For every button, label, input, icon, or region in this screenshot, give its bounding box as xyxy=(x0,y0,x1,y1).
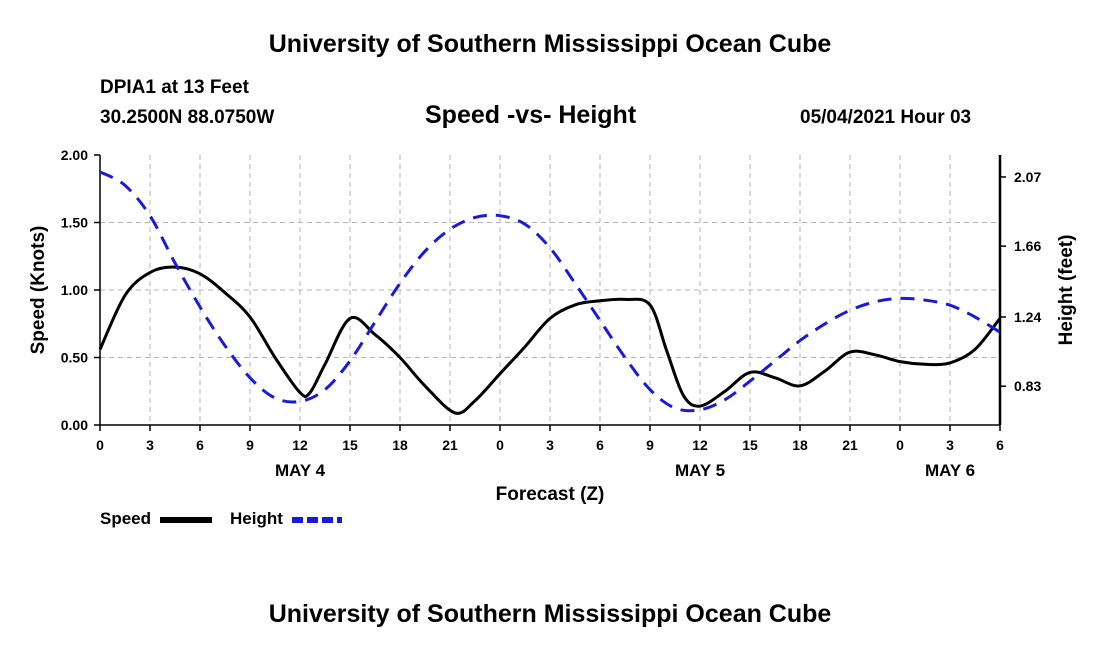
footer-title: University of Southern Mississippi Ocean… xyxy=(268,600,832,628)
y-tick-label: 0.00 xyxy=(61,417,88,433)
datetime-label: 05/04/2021 Hour 03 xyxy=(800,107,972,128)
height-series-line xyxy=(99,170,1001,413)
y2-tick-label: 0.83 xyxy=(1014,378,1041,394)
x-tick-label: 0 xyxy=(96,437,104,453)
speed-series-line xyxy=(98,265,1002,415)
station-label: DPIA1 at 13 Feet xyxy=(100,77,249,98)
x-tick-label: 18 xyxy=(792,437,808,453)
legend-speed-label: Speed xyxy=(100,509,152,528)
y-tick-label: 0.50 xyxy=(61,350,88,366)
day-label: MAY 5 xyxy=(675,461,725,480)
x-axis-title: Forecast (Z) xyxy=(496,484,605,505)
day-label: MAY 4 xyxy=(275,461,326,480)
y-axis-title: Speed (Knots) xyxy=(28,226,49,355)
y2-tick-label: 2.07 xyxy=(1014,169,1041,185)
x-tick-label: 0 xyxy=(896,437,904,453)
x-tick-label: 3 xyxy=(546,437,554,453)
x-tick-label: 12 xyxy=(292,437,308,453)
y-tick-label: 1.00 xyxy=(61,282,88,298)
x-tick-label: 21 xyxy=(442,437,458,453)
x-tick-label: 6 xyxy=(996,437,1004,453)
day-label: MAY 6 xyxy=(925,461,975,480)
coordinates-label: 30.2500N 88.0750W xyxy=(100,107,275,128)
y2-tick-label: 1.66 xyxy=(1014,238,1041,254)
y2-tick-label: 1.24 xyxy=(1014,309,1041,325)
legend-height-label: Height xyxy=(230,509,283,528)
y-tick-label: 2.00 xyxy=(61,147,88,163)
x-tick-label: 15 xyxy=(742,437,758,453)
chart-title: Speed -vs- Height xyxy=(425,101,637,129)
x-tick-label: 21 xyxy=(842,437,858,453)
x-tick-label: 6 xyxy=(196,437,204,453)
x-tick-label: 9 xyxy=(246,437,254,453)
x-tick-label: 18 xyxy=(392,437,408,453)
x-tick-label: 15 xyxy=(342,437,358,453)
x-tick-label: 9 xyxy=(646,437,654,453)
y2-axis-title: Height (feet) xyxy=(1056,235,1077,346)
y-tick-label: 1.50 xyxy=(61,215,88,231)
x-tick-label: 0 xyxy=(496,437,504,453)
x-tick-label: 3 xyxy=(946,437,954,453)
page-title: University of Southern Mississippi Ocean… xyxy=(268,30,832,58)
x-tick-label: 6 xyxy=(596,437,604,453)
x-tick-label: 3 xyxy=(146,437,154,453)
x-tick-label: 12 xyxy=(692,437,708,453)
